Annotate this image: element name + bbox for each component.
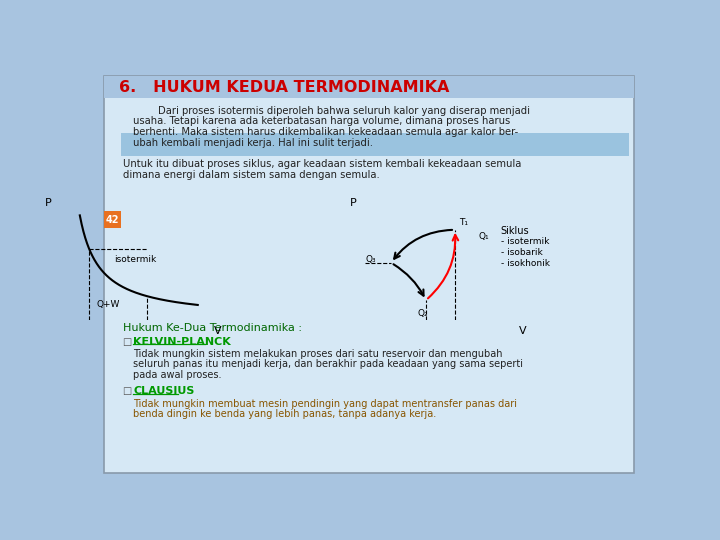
Text: T₁: T₁: [459, 218, 468, 227]
Text: Q₂: Q₂: [418, 308, 428, 318]
Text: ubah kembali menjadi kerja. Hal ini sulit terjadi.: ubah kembali menjadi kerja. Hal ini suli…: [132, 138, 373, 148]
Text: Tidak mungkin sistem melakukan proses dari satu reservoir dan mengubah: Tidak mungkin sistem melakukan proses da…: [133, 349, 503, 359]
Text: Q₁: Q₁: [478, 232, 489, 241]
Text: □: □: [122, 386, 132, 396]
Text: V: V: [214, 326, 221, 335]
Text: P: P: [45, 198, 52, 208]
Text: Q+W: Q+W: [96, 300, 120, 309]
Text: CLAUSIUS: CLAUSIUS: [133, 386, 195, 396]
Text: 42: 42: [106, 214, 120, 225]
Text: Tidak mungkin membuat mesin pendingin yang dapat mentransfer panas dari: Tidak mungkin membuat mesin pendingin ya…: [133, 399, 518, 409]
Bar: [104, 211, 121, 228]
Text: Hukum Ke-Dua Termodinamika :: Hukum Ke-Dua Termodinamika :: [122, 323, 302, 333]
Text: berhenti. Maka sistem harus dikembalikan kekeadaan semula agar kalor ber-: berhenti. Maka sistem harus dikembalikan…: [132, 127, 518, 137]
Text: - isobarik: - isobarik: [500, 248, 542, 257]
Text: usaha. Tetapi karena ada keterbatasan harga volume, dimana proses harus: usaha. Tetapi karena ada keterbatasan ha…: [132, 117, 510, 126]
Text: dimana energi dalam sistem sama dengan semula.: dimana energi dalam sistem sama dengan s…: [122, 170, 379, 179]
Text: isotermik: isotermik: [114, 255, 156, 264]
Text: Siklus: Siklus: [500, 226, 529, 237]
Bar: [121, 132, 629, 156]
Text: □: □: [122, 336, 132, 347]
Text: seluruh panas itu menjadi kerja, dan berakhir pada keadaan yang sama seperti: seluruh panas itu menjadi kerja, dan ber…: [133, 359, 523, 369]
Text: Untuk itu dibuat proses siklus, agar keadaan sistem kembali kekeadaan semula: Untuk itu dibuat proses siklus, agar kea…: [122, 159, 521, 168]
Text: 6.   HUKUM KEDUA TERMODINAMIKA: 6. HUKUM KEDUA TERMODINAMIKA: [120, 79, 450, 94]
Bar: [104, 76, 634, 98]
Text: Q₃: Q₃: [365, 255, 376, 264]
Text: V: V: [518, 326, 526, 335]
Text: P: P: [350, 198, 357, 208]
Text: pada awal proses.: pada awal proses.: [133, 370, 222, 380]
Text: - isokhonik: - isokhonik: [500, 259, 550, 268]
Text: - isotermik: - isotermik: [500, 237, 549, 246]
Text: benda dingin ke benda yang lebih panas, tanpa adanya kerja.: benda dingin ke benda yang lebih panas, …: [133, 409, 436, 419]
Text: KELVIN-PLANCK: KELVIN-PLANCK: [133, 336, 231, 347]
Text: Dari proses isotermis diperoleh bahwa seluruh kalor yang diserap menjadi: Dari proses isotermis diperoleh bahwa se…: [132, 106, 530, 116]
